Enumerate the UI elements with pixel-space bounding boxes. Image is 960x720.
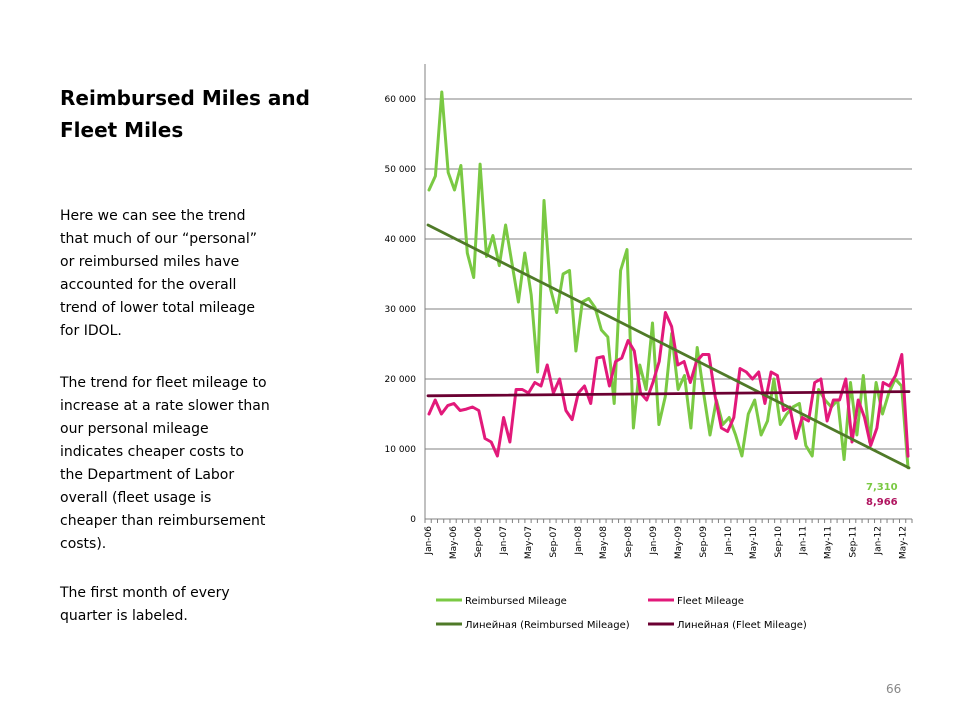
fleet-end-label: 8,966 bbox=[866, 497, 898, 508]
x-tick-label: Jan-08 bbox=[574, 526, 584, 556]
x-tick-label: May-06 bbox=[449, 526, 459, 559]
x-tick-label: May-09 bbox=[674, 526, 684, 559]
fleet-trendline bbox=[426, 390, 911, 398]
x-tick-label: Jan-09 bbox=[649, 526, 659, 556]
slide-title: Reimbursed Miles and Fleet Miles bbox=[60, 86, 310, 142]
body-paragraph-1: Here we can see the trend that much of o… bbox=[60, 208, 257, 339]
x-tick-label: Jan-11 bbox=[799, 526, 809, 556]
x-tick-label: Sep-08 bbox=[624, 526, 634, 558]
x-tick-label: Jan-10 bbox=[724, 526, 734, 556]
y-tick-label: 50 000 bbox=[385, 165, 417, 175]
x-tick-label: May-10 bbox=[749, 526, 759, 559]
x-tick-label: Jan-12 bbox=[874, 526, 884, 556]
y-tick-label: 60 000 bbox=[385, 95, 417, 105]
legend-item-reimbursed-label: Reimbursed Mileage bbox=[465, 596, 567, 607]
y-tick-label: 20 000 bbox=[385, 375, 417, 385]
x-tick-label: May-11 bbox=[824, 526, 834, 559]
legend-item-fleet-label: Fleet Mileage bbox=[677, 596, 744, 607]
y-tick-label: 0 bbox=[410, 515, 416, 525]
x-tick-label: May-12 bbox=[899, 526, 909, 559]
x-tick-label: Sep-10 bbox=[774, 526, 784, 558]
x-tick-label: Jan-07 bbox=[499, 526, 509, 556]
y-tick-label: 10 000 bbox=[385, 445, 417, 455]
y-tick-label: 30 000 bbox=[385, 305, 417, 315]
x-tick-label: Sep-09 bbox=[699, 526, 709, 558]
reimbursed-end-label: 7,310 bbox=[866, 482, 898, 493]
x-tick-label: Sep-07 bbox=[549, 526, 559, 558]
x-tick-label: Jan-06 bbox=[424, 526, 434, 556]
x-tick-label: Sep-11 bbox=[849, 526, 859, 558]
legend-item-fleet-trend-label: Линейная (Fleet Mileage) bbox=[677, 620, 807, 631]
x-tick-label: May-07 bbox=[524, 526, 534, 559]
body-paragraph-3: The first month of every quarter is labe… bbox=[60, 585, 230, 624]
x-tick-label: Sep-06 bbox=[474, 526, 484, 558]
body-paragraph-2: The trend for fleet mileage to increase … bbox=[60, 375, 270, 552]
reimbursed-mileage-line bbox=[427, 90, 910, 470]
page-number: 66 bbox=[886, 682, 902, 696]
fleet-mileage-line bbox=[427, 311, 910, 458]
reimbursed-trendline bbox=[426, 223, 911, 470]
legend-item-reimbursed-trend-label: Линейная (Reimbursed Mileage) bbox=[465, 620, 630, 631]
y-tick-label: 40 000 bbox=[385, 235, 417, 245]
x-tick-label: May-08 bbox=[599, 526, 609, 559]
